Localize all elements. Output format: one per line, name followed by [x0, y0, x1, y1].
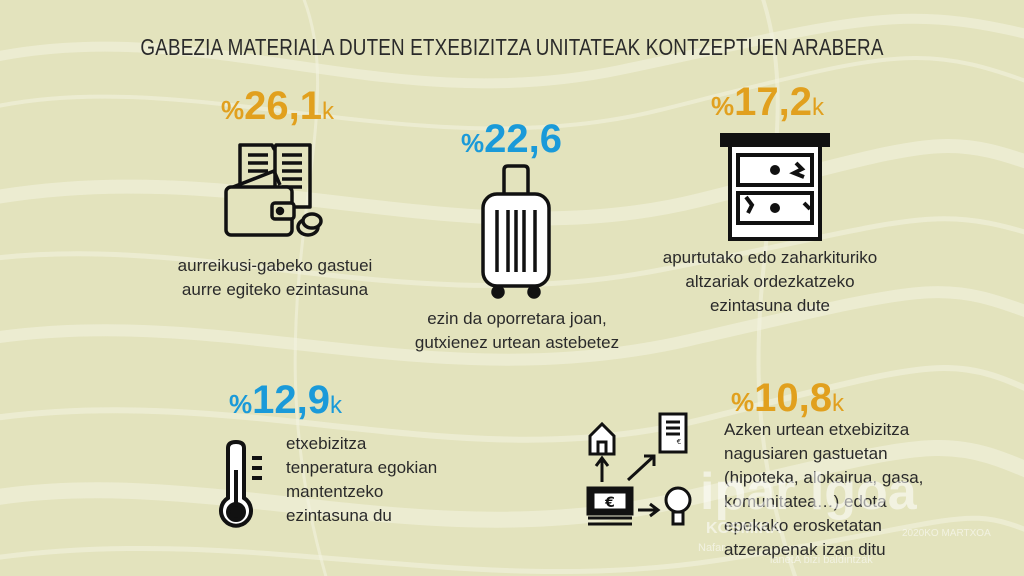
stat-description-3: apurtutako edo zaharkituriko altzariak or…	[662, 248, 878, 315]
money-flow-icon: € €	[586, 412, 692, 526]
stat-percent-1: %26,1k	[221, 84, 334, 128]
wallet-ledger-icon	[224, 143, 323, 237]
watermark-logo: ipar lgoa	[700, 463, 917, 521]
watermark-sub2: Nafar	[698, 542, 725, 554]
svg-text:€: €	[604, 495, 615, 511]
svg-text:€: €	[677, 438, 681, 446]
suitcase-icon	[481, 164, 551, 299]
stat-description-5: Azken urtean etxebizitza nagusiaren gastu…	[724, 420, 924, 559]
stat-description-2: ezin da oporretara joan, gutxienez urtean…	[414, 309, 620, 352]
page-title: GABEZIA MATERIALA DUTEN ETXEBIZITZA UNIT…	[140, 34, 884, 60]
watermark-sub3: lanetA bizi baldintzak	[770, 554, 873, 566]
watermark-sub1: KOSMIKA	[706, 520, 782, 537]
stat-description-1: aurreikusi-gabeko gastuei aurre egiteko e…	[177, 256, 373, 299]
broken-drawer-icon	[720, 133, 830, 241]
stat-description-4: etxebizitza tenperatura egokian mantentzek…	[286, 434, 438, 525]
thermometer-icon	[219, 440, 262, 528]
watermark-side: 2020KO MARTXOA	[902, 528, 991, 539]
stat-percent-3: %17,2k	[711, 80, 824, 124]
stat-percent-4: %12,9k	[229, 378, 342, 422]
stat-percent-5: %10,8k	[731, 376, 844, 420]
stat-percent-2: %22,6	[461, 117, 562, 161]
